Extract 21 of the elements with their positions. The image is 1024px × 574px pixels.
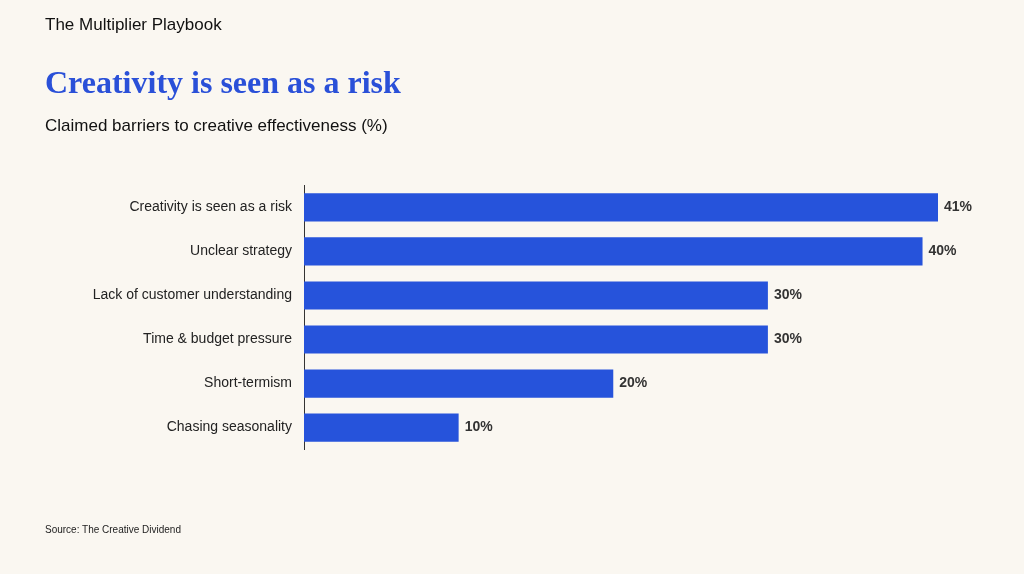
bar (304, 369, 614, 398)
y-tick-label: Creativity is seen as a risk (129, 198, 293, 215)
data-label: 41% (944, 198, 973, 215)
chart-subtitle: Claimed barriers to creative effectiveness (%) (45, 116, 388, 136)
data-label: 10% (464, 418, 494, 435)
data-label: 30% (773, 330, 803, 347)
data-label: 40% (928, 242, 958, 259)
bar (304, 325, 768, 354)
y-tick-label: Time & budget pressure (143, 330, 293, 347)
bar (304, 193, 938, 222)
bar (304, 237, 923, 266)
source-note: Source: The Creative Dividend (45, 524, 181, 535)
bar (304, 413, 459, 442)
data-label: 30% (773, 286, 803, 303)
y-tick-label: Unclear strategy (190, 242, 292, 259)
data-label: 20% (619, 374, 648, 391)
text: The Multiplier Playbook (45, 15, 222, 35)
y-tick-label: Short-termism (204, 374, 292, 391)
y-tick-label: Lack of customer understanding (92, 286, 292, 303)
bar (304, 281, 768, 310)
y-tick-label: Chasing seasonality (166, 418, 292, 435)
